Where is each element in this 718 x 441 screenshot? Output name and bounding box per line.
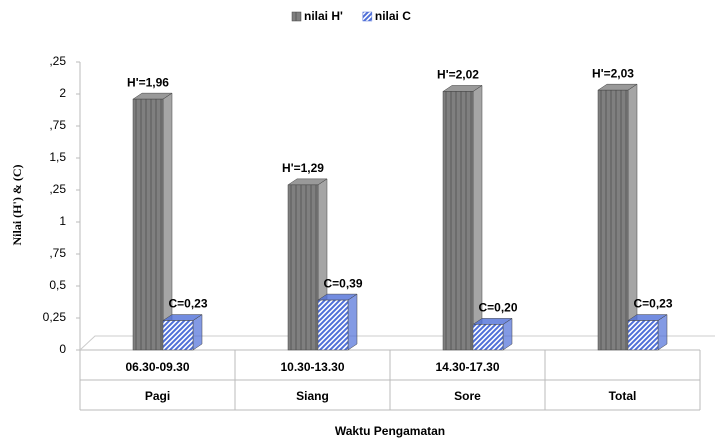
y-tick-label: 1,5 [49, 150, 66, 164]
y-tick-label: 0,5 [49, 278, 66, 292]
value-label: C=0,23 [168, 297, 207, 311]
x-tick-label: Sore [454, 389, 481, 403]
legend-swatch [362, 11, 373, 22]
value-label: H'=2,02 [437, 68, 479, 82]
value-label: H'=2,03 [592, 66, 634, 80]
y-axis-label: Nilai (H') & (C) [10, 165, 24, 246]
legend-label: nilai C [375, 9, 411, 23]
value-label: C=0,39 [323, 276, 362, 290]
legend-label: nilai H' [304, 9, 343, 23]
y-tick-label: ,25 [49, 54, 66, 68]
bar [472, 324, 504, 351]
y-tick-label: ,25 [49, 182, 66, 196]
bar [627, 320, 659, 351]
bar [162, 320, 194, 351]
x-tick-label: 10.30-13.30 [280, 360, 344, 374]
y-tick-label: 0,25 [43, 310, 67, 324]
x-tick-label: Siang [296, 389, 329, 403]
x-tick-label: Pagi [145, 389, 170, 403]
x-tick-label: Total [609, 389, 637, 403]
y-tick-label: ,75 [49, 118, 66, 132]
x-tick-label: 14.30-17.30 [435, 360, 499, 374]
bar [132, 98, 164, 351]
value-label: H'=1,96 [127, 75, 169, 89]
bar [442, 91, 474, 351]
y-tick-label: ,75 [49, 246, 66, 260]
bar-side [347, 293, 358, 351]
y-tick-label: 1 [59, 214, 66, 228]
value-label: H'=1,29 [282, 161, 324, 175]
bar [287, 184, 319, 351]
bar-side [162, 92, 173, 351]
value-label: C=0,23 [633, 297, 672, 311]
value-label: C=0,20 [478, 301, 517, 315]
legend-swatch [291, 11, 302, 22]
x-axis-label: Waktu Pengamatan [335, 424, 445, 438]
y-tick-label: 0 [59, 342, 66, 356]
bar [597, 89, 629, 351]
x-tick-label: 06.30-09.30 [125, 360, 189, 374]
y-tick-label: 2 [59, 86, 66, 100]
bar [317, 299, 349, 351]
